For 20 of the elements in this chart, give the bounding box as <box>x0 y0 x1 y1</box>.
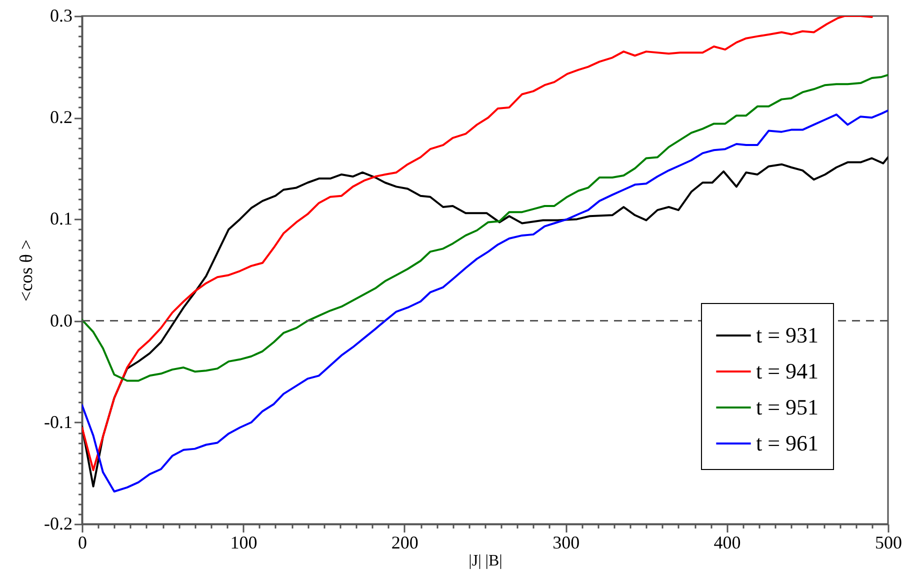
y-tick-label: 0.0 <box>50 310 72 330</box>
y-tick-label: -0.1 <box>44 412 72 432</box>
line-series <box>82 74 888 382</box>
y-tick-label: 0.2 <box>50 107 72 128</box>
x-tick-label: 0 <box>78 532 87 552</box>
legend-label: t = 951 <box>756 394 819 420</box>
x-tick-label: 400 <box>714 532 741 552</box>
line-series <box>82 16 873 472</box>
legend-label: t = 931 <box>756 322 819 348</box>
legend-label: t = 941 <box>756 358 819 384</box>
y-tick-label: 0.3 <box>50 6 72 26</box>
y-axis-title: <cos θ > <box>16 240 36 302</box>
y-tick-label: -0.2 <box>44 514 72 534</box>
x-tick-label: 100 <box>230 532 258 552</box>
legend-label: t = 961 <box>756 430 819 456</box>
x-tick-label: 500 <box>875 532 902 552</box>
y-tick-label: 0.1 <box>50 208 72 229</box>
x-tick-label: 200 <box>391 532 418 552</box>
x-tick-label: 300 <box>552 532 580 552</box>
x-axis-title: |J| |B| <box>468 552 502 570</box>
